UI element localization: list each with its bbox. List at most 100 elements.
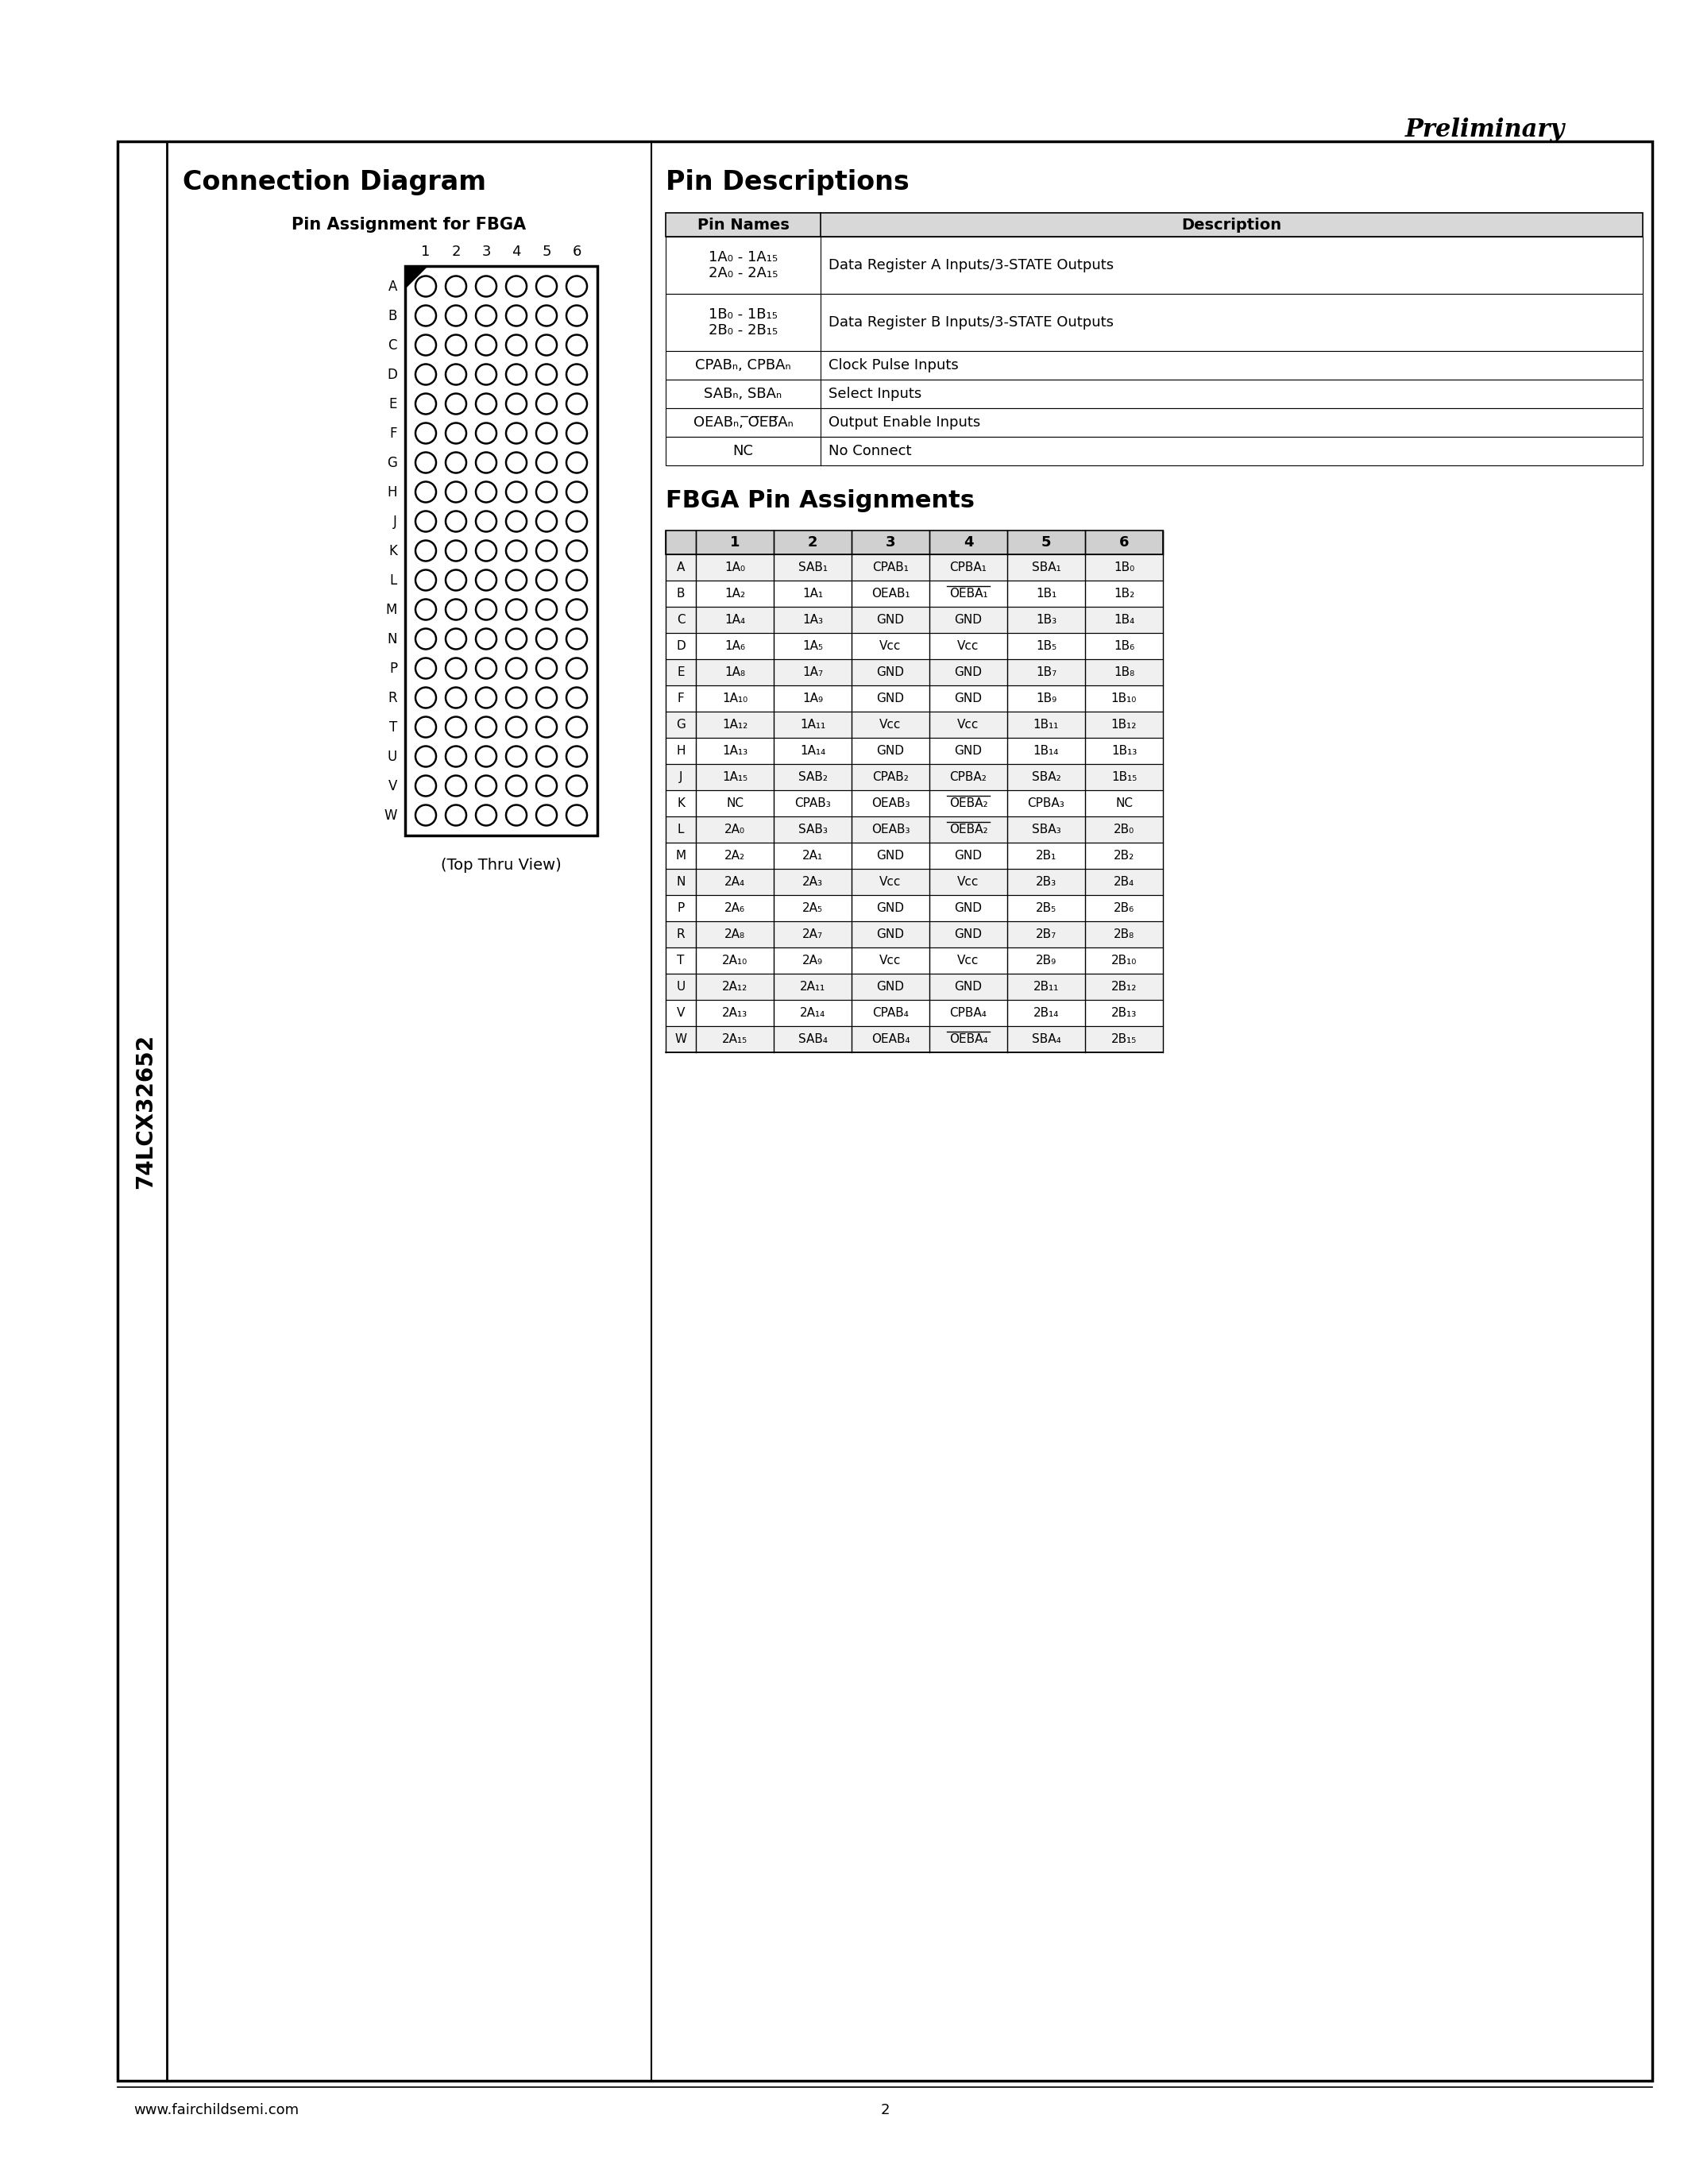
Text: (Top Thru View): (Top Thru View) <box>441 858 562 874</box>
Text: SBA₁: SBA₁ <box>1031 561 1060 574</box>
Text: B: B <box>388 308 397 323</box>
Text: Vᴄᴄ: Vᴄᴄ <box>957 954 979 968</box>
Text: V: V <box>677 1007 685 1020</box>
Text: 2B₅: 2B₅ <box>1036 902 1057 915</box>
Text: Preliminary: Preliminary <box>1404 118 1565 142</box>
Text: GND: GND <box>954 928 982 941</box>
Text: 2B₄: 2B₄ <box>1114 876 1134 889</box>
Bar <box>665 531 1163 555</box>
Bar <box>665 791 1163 817</box>
Text: 1A₄: 1A₄ <box>724 614 744 627</box>
Text: NC: NC <box>733 443 753 459</box>
Text: Select Inputs: Select Inputs <box>829 387 922 402</box>
Text: B: B <box>677 587 685 601</box>
Text: E: E <box>677 666 685 679</box>
Text: 1B₇: 1B₇ <box>1036 666 1057 679</box>
Text: 1A₇: 1A₇ <box>802 666 824 679</box>
Text: H: H <box>387 485 397 500</box>
Text: SBA₂: SBA₂ <box>1031 771 1060 784</box>
Text: 1B₁₂: 1B₁₂ <box>1111 719 1138 732</box>
Text: U: U <box>677 981 685 994</box>
Text: 2B₁₃: 2B₁₃ <box>1111 1007 1136 1020</box>
Text: SABₙ, SBAₙ: SABₙ, SBAₙ <box>704 387 782 402</box>
Text: Connection Diagram: Connection Diagram <box>182 168 486 194</box>
Text: U: U <box>388 749 397 764</box>
Text: L: L <box>677 823 684 836</box>
Text: 2A₄: 2A₄ <box>724 876 744 889</box>
Text: 2A₈: 2A₈ <box>724 928 744 941</box>
Bar <box>665 437 1642 465</box>
Text: 2A₇: 2A₇ <box>802 928 824 941</box>
Text: 1B₈: 1B₈ <box>1114 666 1134 679</box>
Bar <box>665 764 1163 791</box>
Text: GND: GND <box>954 666 982 679</box>
Text: GND: GND <box>954 981 982 994</box>
Text: 1B₁₄: 1B₁₄ <box>1033 745 1058 758</box>
Text: CPBA₄: CPBA₄ <box>950 1007 987 1020</box>
Text: J: J <box>679 771 682 784</box>
Bar <box>665 738 1163 764</box>
Text: CPBA₂: CPBA₂ <box>950 771 987 784</box>
Text: 2B₈: 2B₈ <box>1114 928 1134 941</box>
Text: 2B₁₁: 2B₁₁ <box>1033 981 1058 994</box>
Text: 2A₁: 2A₁ <box>802 850 824 863</box>
Bar <box>665 380 1642 408</box>
Text: 2B₉: 2B₉ <box>1036 954 1057 968</box>
Text: E: E <box>388 397 397 411</box>
Text: 1: 1 <box>422 245 430 260</box>
Bar <box>405 266 598 836</box>
Text: Pin Assignment for FBGA: Pin Assignment for FBGA <box>292 216 527 234</box>
Text: 2A₀: 2A₀ <box>724 823 744 836</box>
Text: Vᴄᴄ: Vᴄᴄ <box>957 640 979 653</box>
Text: 2A₅: 2A₅ <box>802 902 824 915</box>
Text: 1A₈: 1A₈ <box>724 666 744 679</box>
Text: GND: GND <box>954 745 982 758</box>
Text: G: G <box>387 456 397 470</box>
Text: GND: GND <box>876 902 905 915</box>
Text: D: D <box>387 367 397 382</box>
Text: GND: GND <box>954 614 982 627</box>
Text: 1B₅: 1B₅ <box>1036 640 1057 653</box>
Text: A: A <box>388 280 397 293</box>
Text: Vᴄᴄ: Vᴄᴄ <box>879 954 901 968</box>
Text: 2A₉: 2A₉ <box>802 954 824 968</box>
Text: 2: 2 <box>881 2103 890 2116</box>
Text: V: V <box>388 780 397 793</box>
Text: SAB₂: SAB₂ <box>798 771 827 784</box>
Text: 6: 6 <box>1119 535 1129 550</box>
Bar <box>665 660 1163 686</box>
Text: Data Register A Inputs/3-STATE Outputs: Data Register A Inputs/3-STATE Outputs <box>829 258 1114 273</box>
Text: 5: 5 <box>1041 535 1052 550</box>
Text: GND: GND <box>876 614 905 627</box>
Text: P: P <box>677 902 684 915</box>
Text: 1B₆: 1B₆ <box>1114 640 1134 653</box>
Text: www.fairchildsemi.com: www.fairchildsemi.com <box>133 2103 299 2116</box>
Text: 2B₁₅: 2B₁₅ <box>1111 1033 1136 1046</box>
Text: 1A₀ - 1A₁₅
2A₀ - 2A₁₅: 1A₀ - 1A₁₅ 2A₀ - 2A₁₅ <box>709 249 778 282</box>
Text: GND: GND <box>876 666 905 679</box>
Text: F: F <box>390 426 397 441</box>
Bar <box>665 869 1163 895</box>
Text: L: L <box>390 572 397 587</box>
Bar <box>118 142 1653 2081</box>
Text: Vᴄᴄ: Vᴄᴄ <box>879 876 901 889</box>
Text: SBA₄: SBA₄ <box>1031 1033 1060 1046</box>
Text: 2: 2 <box>807 535 817 550</box>
Text: K: K <box>388 544 397 557</box>
Text: 1A₉: 1A₉ <box>802 692 824 705</box>
Text: N: N <box>677 876 685 889</box>
Text: CPAB₄: CPAB₄ <box>873 1007 908 1020</box>
Text: GND: GND <box>876 981 905 994</box>
Bar <box>665 607 1163 633</box>
Text: 1A₁₁: 1A₁₁ <box>800 719 825 732</box>
Text: 2B₂: 2B₂ <box>1114 850 1134 863</box>
Text: Pin Names: Pin Names <box>697 216 790 232</box>
Bar <box>665 555 1163 581</box>
Text: SAB₁: SAB₁ <box>798 561 827 574</box>
Text: Pin Descriptions: Pin Descriptions <box>665 168 910 194</box>
Text: OEBA₂: OEBA₂ <box>949 823 987 836</box>
Text: CPABₙ, CPBAₙ: CPABₙ, CPBAₙ <box>695 358 792 373</box>
Text: Vᴄᴄ: Vᴄᴄ <box>879 719 901 732</box>
Text: K: K <box>677 797 685 810</box>
Text: GND: GND <box>876 745 905 758</box>
